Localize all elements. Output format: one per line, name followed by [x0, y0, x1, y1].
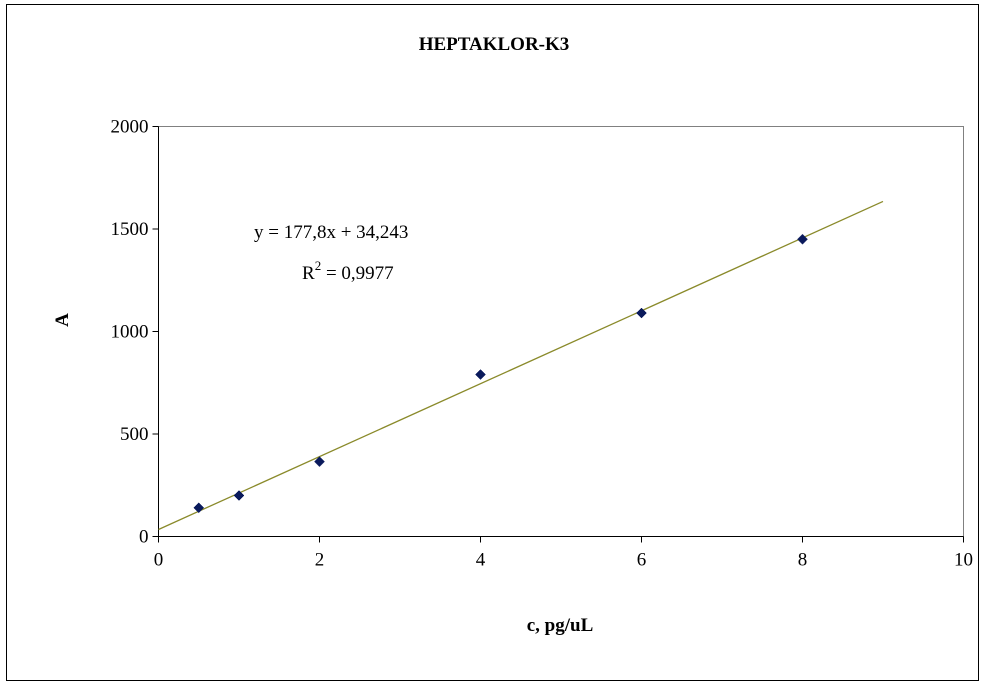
data-point-0-2 — [314, 456, 325, 468]
x-tick-label-3: 6 — [637, 550, 647, 571]
x-tick-label-1: 2 — [315, 550, 325, 571]
chart-title: HEPTAKLOR-K3 — [419, 34, 570, 55]
x-axis-label: c, pg/uL — [527, 615, 594, 636]
r2-superscript: 2 — [315, 258, 322, 273]
r2-suffix: = 0,9977 — [321, 263, 393, 284]
trendline-equation: y = 177,8x + 34,243 — [254, 222, 408, 243]
y-tick-label-0: 0 — [139, 527, 149, 548]
data-point-0-1 — [233, 490, 245, 501]
data-point-0-0 — [193, 502, 205, 514]
trendline — [158, 200, 884, 531]
x-tick-label-2: 4 — [476, 550, 486, 571]
y-tick-label-1: 500 — [120, 424, 149, 445]
x-tick-label-0: 0 — [154, 550, 164, 571]
y-tick-label-3: 1500 — [111, 219, 149, 240]
chart-marks: 0 500 1000 1500 2000 0 2 4 6 8 10 — [111, 117, 974, 571]
data-point-0-5 — [797, 233, 808, 245]
x-tick-label-4: 8 — [798, 550, 808, 571]
r2-prefix: R — [302, 263, 315, 284]
y-tick-label-2: 1000 — [111, 322, 149, 343]
y-tick-label-4: 2000 — [111, 117, 149, 138]
data-point-0-4 — [636, 307, 647, 319]
trendline-r-squared: R2 = 0,9977 — [302, 258, 394, 284]
data-point-0-3 — [475, 369, 486, 380]
y-axis-label: A — [52, 313, 73, 327]
chart-border — [6, 4, 979, 681]
x-tick-label-5: 10 — [954, 550, 973, 571]
